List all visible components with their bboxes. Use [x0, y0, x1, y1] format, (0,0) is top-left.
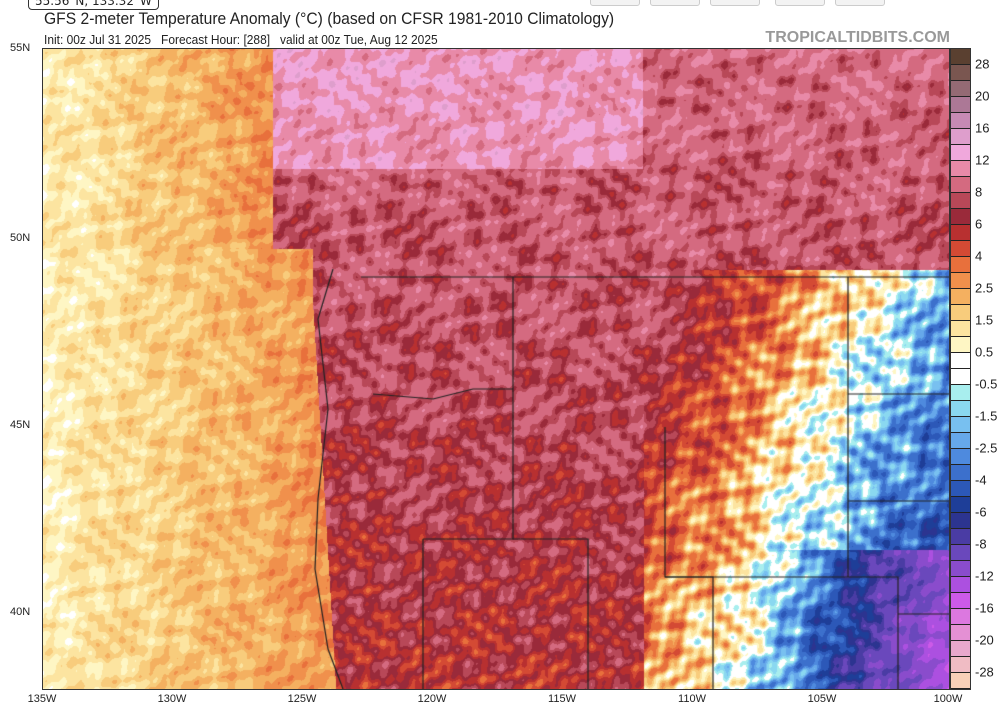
colorbar-segment [951, 273, 970, 289]
lon-label: 135W [27, 693, 57, 705]
colorbar-segment [951, 561, 970, 577]
colorbar-label: 1.5 [975, 312, 994, 328]
colorbar [950, 48, 971, 690]
toolbar-button[interactable] [835, 0, 885, 6]
colorbar-segment [951, 577, 970, 593]
colorbar-segment [951, 385, 970, 401]
lat-label: 45N [10, 419, 31, 431]
lat-label: 50N [10, 232, 31, 244]
colorbar-segment [951, 497, 970, 513]
colorbar-segment [951, 417, 970, 433]
colorbar-label: -1.5 [975, 408, 998, 424]
colorbar-label: 16 [975, 120, 990, 136]
temperature-anomaly-map[interactable] [42, 48, 950, 690]
lat-label: 40N [10, 606, 31, 618]
colorbar-segment [951, 289, 970, 305]
colorbar-label: 20 [975, 88, 990, 104]
colorbar-segment [951, 529, 970, 545]
colorbar-segment [951, 161, 970, 177]
colorbar-segment [951, 545, 970, 561]
toolbar-button[interactable] [710, 0, 760, 6]
colorbar-label: -6 [975, 504, 987, 520]
colorbar-segment [951, 113, 970, 129]
colorbar-label: 4 [975, 248, 983, 264]
colorbar-segment [951, 465, 970, 481]
colorbar-label: 6 [975, 216, 983, 232]
colorbar-label: -28 [975, 664, 994, 680]
colorbar-segment [951, 609, 970, 625]
brand-watermark: TROPICALTIDBITS.COM [765, 29, 950, 46]
colorbar-segment [951, 177, 970, 193]
colorbar-label: 28 [975, 56, 990, 72]
lon-label: 105W [807, 693, 837, 705]
colorbar-label: -20 [975, 632, 994, 648]
toolbar-button[interactable] [590, 0, 640, 6]
cursor-coordinate-tooltip: 55.56°N, 133.32°W [28, 0, 159, 10]
colorbar-segment [951, 657, 970, 673]
colorbar-segment [951, 673, 970, 689]
init-time: Init: 00z Jul 31 2025 [44, 32, 152, 47]
colorbar-segment [951, 321, 970, 337]
colorbar-segment [951, 81, 970, 97]
colorbar-segment [951, 593, 970, 609]
colorbar-label: 8 [975, 184, 983, 200]
colorbar-segment [951, 513, 970, 529]
valid-time: valid at 00z Tue, Aug 12 2025 [280, 32, 438, 47]
colorbar-segment [951, 401, 970, 417]
colorbar-segment [951, 625, 970, 641]
lon-label: 120W [417, 693, 447, 705]
lon-label: 130W [157, 693, 187, 705]
colorbar-segment [951, 225, 970, 241]
colorbar-segment [951, 129, 970, 145]
colorbar-segment [951, 481, 970, 497]
colorbar-segment [951, 193, 970, 209]
lon-label: 110W [678, 693, 706, 705]
colorbar-segment [951, 449, 970, 465]
colorbar-segment [951, 145, 970, 161]
colorbar-label: -0.5 [975, 376, 998, 392]
colorbar-label: -4 [975, 472, 987, 488]
lat-label: 55N [10, 42, 31, 54]
colorbar-label: -16 [975, 600, 994, 616]
colorbar-label: 2.5 [975, 280, 994, 296]
colorbar-segment [951, 209, 970, 225]
colorbar-segment [951, 305, 970, 321]
toolbar-button[interactable] [775, 0, 825, 6]
colorbar-segment [951, 241, 970, 257]
forecast-hour: Forecast Hour: [288] [161, 32, 271, 47]
colorbar-segment [951, 337, 970, 353]
colorbar-segment [951, 433, 970, 449]
colorbar-segment [951, 49, 970, 65]
lon-label: 115W [548, 693, 576, 705]
map-subtitle: Init: 00z Jul 31 2025 Forecast Hour: [28… [44, 32, 438, 47]
colorbar-label: -12 [975, 568, 994, 584]
colorbar-segment [951, 353, 970, 369]
colorbar-segment [951, 97, 970, 113]
lon-label: 100W [933, 693, 963, 705]
colorbar-label: 12 [975, 152, 990, 168]
colorbar-segment [951, 65, 970, 81]
colorbar-label: -8 [975, 536, 987, 552]
colorbar-label: -2.5 [975, 440, 998, 456]
map-title: GFS 2-meter Temperature Anomaly (°C) (ba… [44, 9, 615, 28]
colorbar-label: 0.5 [975, 344, 994, 360]
lon-label: 125W [287, 693, 317, 705]
colorbar-segment [951, 369, 970, 385]
colorbar-segment [951, 641, 970, 657]
colorbar-segment [951, 257, 970, 273]
toolbar-button[interactable] [650, 0, 700, 6]
